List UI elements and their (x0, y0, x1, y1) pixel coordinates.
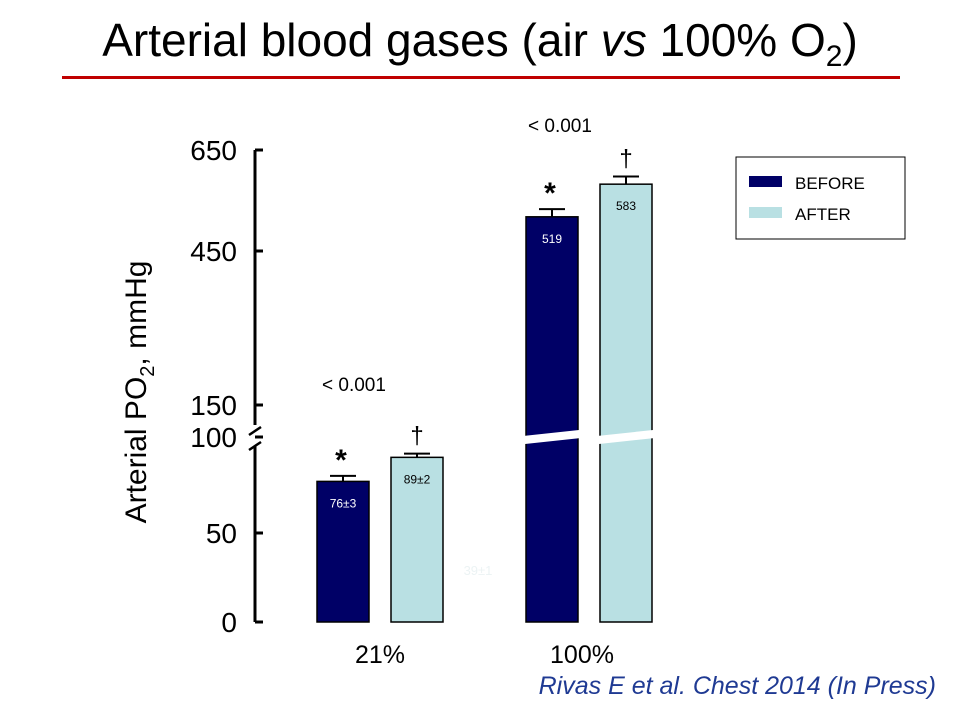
p-value-label-0: < 0.001 (322, 375, 386, 396)
legend-frame (735, 156, 906, 240)
legend: BEFORE AFTER (735, 156, 906, 240)
y-tick-label-0: 0 (221, 607, 237, 638)
bar-before-0 (316, 480, 370, 623)
data-label-before-0: 76±3 (330, 496, 357, 510)
significance-dagger-0: † (410, 423, 423, 450)
bar-after-1 (599, 183, 653, 623)
faint-annotation: 39±1 (464, 563, 493, 578)
significance-star-0: * (335, 444, 347, 477)
y-tick-label-150: 150 (190, 390, 237, 421)
citation: Rivas E et al. Chest 2014 (In Press) (538, 672, 936, 700)
p-value-label-1: < 0.001 (528, 116, 592, 137)
significance-star-1: * (544, 177, 556, 210)
bar-break-strip-after-1 (597, 430, 655, 444)
axis-break-mark-bottom (248, 440, 262, 452)
x-category-label-21pct: 21% (355, 641, 405, 669)
legend-label-before: BEFORE (795, 174, 865, 193)
legend-label-after: AFTER (795, 205, 851, 224)
title-underline (62, 76, 900, 79)
bar-before-1 (525, 216, 579, 623)
data-label-after-0: 89±2 (404, 472, 431, 486)
legend-swatch-after (749, 207, 782, 218)
axis-break-mark-top (248, 425, 262, 437)
data-label-before-1: 519 (542, 232, 562, 246)
y-axis-label: Arterial PO2, mmHg (120, 261, 159, 524)
y-tick-label-650: 650 (190, 135, 237, 166)
y-tick-label-100: 100 (190, 422, 237, 453)
legend-swatch-before (749, 176, 782, 187)
bar-break-strip-before-1 (523, 430, 581, 444)
y-tick-label-50: 50 (206, 518, 237, 549)
bar-after-0 (390, 456, 444, 623)
data-label-after-1: 583 (616, 199, 636, 213)
chart-title: Arterial blood gases (air vs 100% O2) (102, 14, 858, 73)
significance-dagger-1: † (619, 146, 632, 173)
y-tick-label-450: 450 (190, 236, 237, 267)
x-category-label-100pct: 100% (550, 641, 614, 669)
y-axis-label-subscript: 2 (137, 366, 159, 377)
